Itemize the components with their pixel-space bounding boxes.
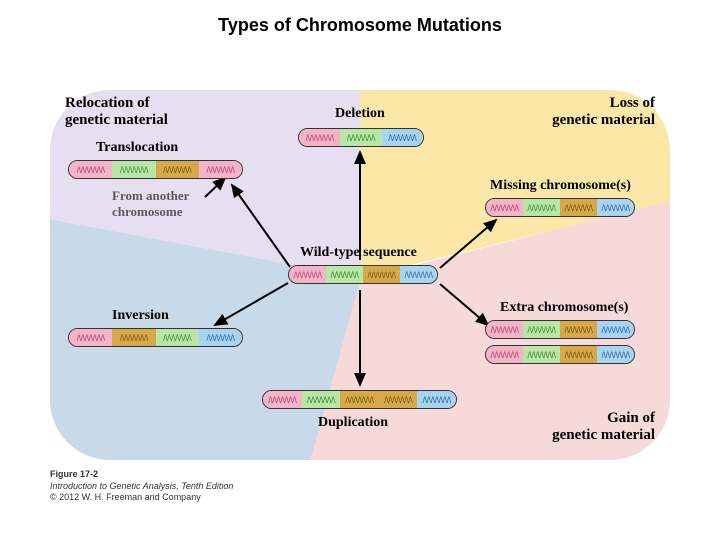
- text: chromosome: [112, 204, 183, 219]
- chromosome-deletion: [298, 128, 424, 147]
- segment-pink: [263, 391, 302, 408]
- segment-pink: [486, 321, 523, 338]
- chromosome-duplication: [262, 390, 457, 409]
- segment-green: [523, 199, 560, 216]
- page-title: Types of Chromosome Mutations: [0, 15, 720, 36]
- text: genetic material: [552, 427, 655, 443]
- label-wildtype: Wild-type sequence: [300, 245, 417, 261]
- text: Relocation of: [65, 95, 150, 111]
- segment-brown: [363, 266, 400, 283]
- segment-brown: [156, 161, 199, 178]
- figure-caption: Figure 17-2 Introduction to Genetic Anal…: [50, 469, 233, 504]
- segment-brown: [340, 391, 379, 408]
- segment-brown: [112, 329, 155, 346]
- segment-pink: [299, 129, 340, 146]
- chromosome-inversion: [68, 328, 243, 347]
- text: Loss of: [610, 95, 655, 111]
- segment-brown: [379, 391, 418, 408]
- segment-blue: [417, 391, 456, 408]
- category-gain: Gain of genetic material: [552, 410, 655, 444]
- text: From another: [112, 188, 189, 203]
- segment-blue: [199, 329, 242, 346]
- label-deletion: Deletion: [335, 106, 385, 122]
- segment-pink: [289, 266, 326, 283]
- segment-green: [326, 266, 363, 283]
- chromosome-translocation: [68, 160, 243, 179]
- category-loss: Loss of genetic material: [552, 95, 655, 129]
- segment-pink: [69, 161, 112, 178]
- segment-blue: [400, 266, 437, 283]
- chromosome-extra-2: [485, 345, 635, 364]
- segment-blue: [382, 129, 423, 146]
- label-translocation: Translocation: [96, 140, 178, 156]
- chromosome-wildtype: [288, 265, 438, 284]
- label-inversion: Inversion: [112, 308, 169, 324]
- segment-blue: [597, 199, 634, 216]
- label-from-another: From another chromosome: [112, 188, 189, 220]
- caption-line2: Introduction to Genetic Analysis, Tenth …: [50, 481, 233, 493]
- segment-green: [340, 129, 381, 146]
- label-missing: Missing chromosome(s): [490, 178, 631, 194]
- segment-pink: [199, 161, 242, 178]
- label-duplication: Duplication: [318, 415, 388, 431]
- segment-blue: [597, 321, 634, 338]
- segment-pink: [486, 199, 523, 216]
- segment-green: [112, 161, 155, 178]
- chromosome-missing: [485, 198, 635, 217]
- text: Gain of: [607, 410, 655, 426]
- label-extra: Extra chromosome(s): [500, 300, 628, 316]
- segment-green: [156, 329, 199, 346]
- segment-pink: [486, 346, 523, 363]
- segment-green: [302, 391, 341, 408]
- segment-pink: [69, 329, 112, 346]
- caption-line1: Figure 17-2: [50, 469, 233, 481]
- segment-blue: [597, 346, 634, 363]
- segment-green: [523, 346, 560, 363]
- segment-brown: [560, 199, 597, 216]
- category-relocation: Relocation of genetic material: [65, 95, 168, 129]
- caption-line3: © 2012 W. H. Freeman and Company: [50, 492, 233, 504]
- segment-brown: [560, 346, 597, 363]
- text: genetic material: [552, 112, 655, 128]
- segment-green: [523, 321, 560, 338]
- segment-brown: [560, 321, 597, 338]
- text: genetic material: [65, 112, 168, 128]
- chromosome-extra-1: [485, 320, 635, 339]
